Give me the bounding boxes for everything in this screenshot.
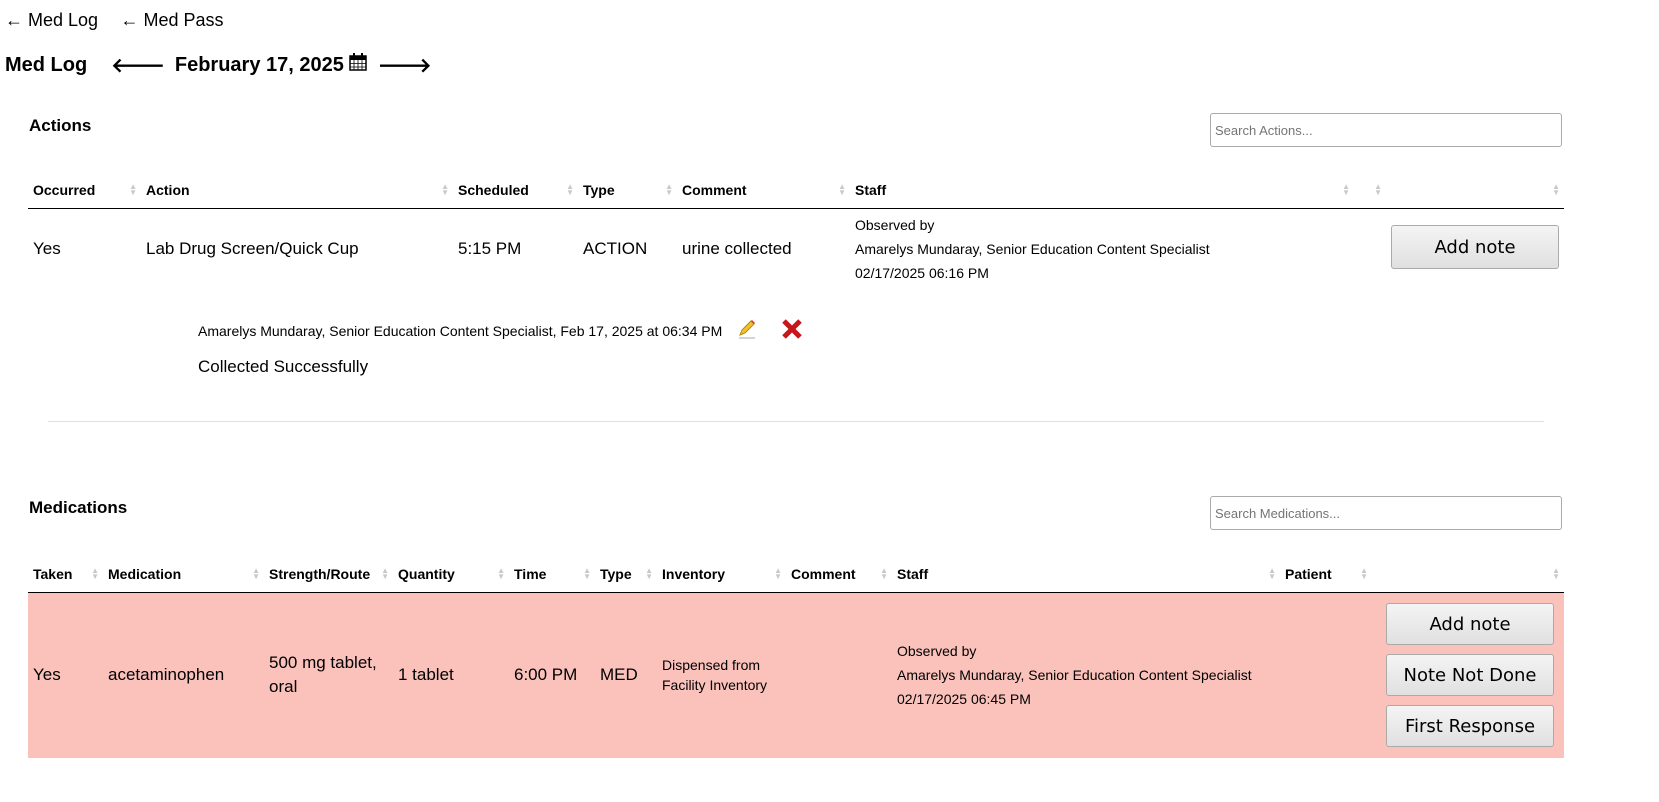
col-time[interactable]: Time ▲ ▼ <box>509 556 595 593</box>
actions-header-row: Occurred ▲ ▼ Action ▲ ▼ Scheduled ▲ ▼ Type ▲ ▼ C… <box>28 172 1564 209</box>
first-response-button[interactable]: First Response <box>1386 705 1554 748</box>
table-row: Yes Lab Drug Screen/Quick Cup 5:15 PM AC… <box>28 209 1564 289</box>
medication-cell: acetaminophen <box>103 592 264 758</box>
section-divider <box>48 421 1544 422</box>
col-medication[interactable]: Medication ▲ ▼ <box>103 556 264 593</box>
table-row: Yes acetaminophen 500 mg tablet, oral 1 … <box>28 592 1564 758</box>
page-header: Med Log 🡐 February 17, 2025 🡒 <box>5 52 432 78</box>
col-action[interactable]: Action ▲ ▼ <box>141 172 453 209</box>
col-taken[interactable]: Taken ▲ ▼ <box>28 556 103 593</box>
medications-title: Medications <box>29 498 128 517</box>
sort-icon: ▲ ▼ <box>838 182 846 197</box>
col-staff[interactable]: Staff ▲ ▼ <box>892 556 1280 593</box>
col-occurred[interactable]: Occurred ▲ ▼ <box>28 172 141 209</box>
sort-icon: ▲ ▼ <box>774 566 782 581</box>
sort-icon: ▲ ▼ <box>645 566 653 581</box>
sort-icon: ▲ ▼ <box>1268 566 1276 581</box>
search-actions-input[interactable] <box>1210 113 1562 147</box>
comment-cell: urine collected <box>682 238 792 258</box>
sort-icon: ▲ ▼ <box>566 182 574 197</box>
back-med-pass-link[interactable]: ← Med Pass <box>120 10 224 30</box>
sort-icon: ▲ ▼ <box>1552 182 1560 197</box>
current-date: February 17, 2025 <box>174 53 344 76</box>
prev-day-arrow-icon[interactable]: 🡐 <box>111 54 165 77</box>
time-cell: 6:00 PM <box>509 592 595 758</box>
staff-cell: Observed by Amarelys Mundaray, Senior Edu… <box>892 592 1280 758</box>
col-comment[interactable]: Comment ▲ ▼ <box>677 172 850 209</box>
sort-icon: ▲ ▼ <box>91 566 99 581</box>
actions-title: Actions <box>29 116 92 135</box>
search-medications-input[interactable] <box>1210 496 1562 530</box>
page-title: Med Log <box>5 53 88 76</box>
sort-icon: ▲ ▼ <box>583 566 591 581</box>
col-actions[interactable]: ▲ ▼ <box>1386 172 1564 209</box>
col-quantity[interactable]: Quantity ▲ ▼ <box>393 556 509 593</box>
note-entry: Amarelys Mundaray, Senior Education Cont… <box>198 318 804 377</box>
quantity-cell: 1 tablet <box>393 592 509 758</box>
col-actions[interactable]: ▲ ▼ <box>1372 556 1564 593</box>
comment-cell <box>786 592 892 758</box>
col-scheduled[interactable]: Scheduled ▲ ▼ <box>453 172 578 209</box>
sort-icon: ▲ ▼ <box>1342 182 1350 197</box>
next-day-arrow-icon[interactable]: 🡒 <box>377 54 432 77</box>
actions-table: Occurred ▲ ▼ Action ▲ ▼ Scheduled ▲ ▼ Type ▲ ▼ C… <box>28 172 1564 289</box>
col-blank[interactable]: ▲ ▼ <box>1354 172 1386 209</box>
medications-table: Taken ▲ ▼ Medication ▲ ▼ Strength/Route ▲ ▼ Qu… <box>28 556 1564 758</box>
sort-icon: ▲ ▼ <box>665 182 673 197</box>
sort-icon: ▲ ▼ <box>252 566 260 581</box>
sort-icon: ▲ ▼ <box>497 566 505 581</box>
action-cell: Lab Drug Screen/Quick Cup <box>146 238 359 258</box>
col-strength-route[interactable]: Strength/Route ▲ ▼ <box>264 556 393 593</box>
col-inventory[interactable]: Inventory ▲ ▼ <box>657 556 786 593</box>
note-text: Collected Successfully <box>198 357 369 376</box>
col-type[interactable]: Type ▲ ▼ <box>595 556 657 593</box>
note-meta: Amarelys Mundaray, Senior Education Cont… <box>198 322 723 339</box>
taken-cell: Yes <box>28 592 103 758</box>
inventory-cell: Dispensed from Facility Inventory <box>657 592 786 758</box>
sort-icon: ▲ ▼ <box>1552 566 1560 581</box>
col-patient[interactable]: Patient ▲ ▼ <box>1280 556 1372 593</box>
staff-cell: Observed by Amarelys Mundaray, Senior Edu… <box>855 216 1210 281</box>
medications-header-row: Taken ▲ ▼ Medication ▲ ▼ Strength/Route ▲ ▼ Qu… <box>28 556 1564 593</box>
col-comment[interactable]: Comment ▲ ▼ <box>786 556 892 593</box>
delete-x-icon[interactable] <box>780 318 804 343</box>
add-note-button[interactable]: Add note <box>1386 603 1554 646</box>
col-staff[interactable]: Staff ▲ ▼ <box>850 172 1354 209</box>
strength-cell: 500 mg tablet, oral <box>264 592 393 758</box>
sort-icon: ▲ ▼ <box>1374 182 1382 197</box>
type-cell: ACTION <box>583 238 648 258</box>
sort-icon: ▲ ▼ <box>1360 566 1368 581</box>
edit-pencil-icon[interactable] <box>736 318 758 343</box>
note-not-done-button[interactable]: Note Not Done <box>1386 654 1554 697</box>
patient-cell <box>1280 592 1372 758</box>
breadcrumb-nav: ← Med Log ← Med Pass <box>5 10 242 31</box>
calendar-icon[interactable] <box>348 52 368 78</box>
sort-icon: ▲ ▼ <box>441 182 449 197</box>
occurred-cell: Yes <box>33 238 61 258</box>
col-type[interactable]: Type ▲ ▼ <box>578 172 677 209</box>
scheduled-cell: 5:15 PM <box>458 238 522 258</box>
sort-icon: ▲ ▼ <box>381 566 389 581</box>
back-med-log-link[interactable]: ← Med Log <box>5 10 99 30</box>
type-cell: MED <box>595 592 657 758</box>
sort-icon: ▲ ▼ <box>129 182 137 197</box>
add-note-button[interactable]: Add note <box>1391 225 1559 269</box>
sort-icon: ▲ ▼ <box>880 566 888 581</box>
